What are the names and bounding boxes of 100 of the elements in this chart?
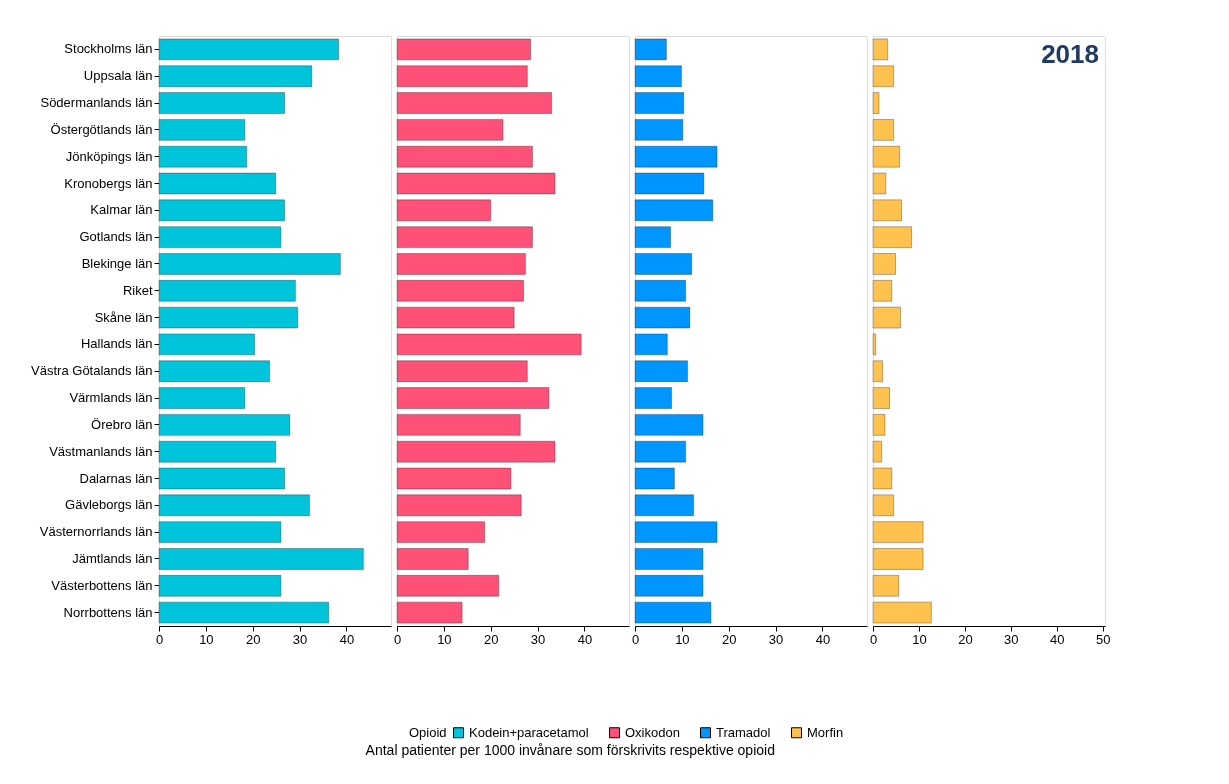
bar <box>396 575 499 597</box>
bar <box>634 360 688 382</box>
bar <box>634 146 718 168</box>
bar <box>872 360 883 382</box>
bar <box>396 119 504 141</box>
x-tick-label: 40 <box>577 631 593 647</box>
bar <box>634 521 718 543</box>
y-tick-label: Jönköpings län <box>65 148 153 164</box>
x-tick-label: 10 <box>675 631 690 647</box>
x-tick-label: 0 <box>869 631 878 647</box>
bar <box>396 280 524 302</box>
x-tick-label: 30 <box>768 631 784 647</box>
legend-label: Kodein+paracetamol <box>469 724 589 740</box>
bar <box>634 306 690 329</box>
bar <box>396 441 556 463</box>
bar <box>872 146 900 168</box>
bar <box>872 306 901 329</box>
bar <box>158 494 310 516</box>
bar <box>872 119 894 141</box>
y-tick-label: Östergötlands län <box>50 121 153 137</box>
bar <box>634 65 682 87</box>
bar <box>396 414 521 436</box>
bar <box>634 467 675 490</box>
y-tick-label: Kalmar län <box>90 202 153 218</box>
bar <box>634 226 671 248</box>
bar <box>158 38 339 61</box>
y-tick-label: Stockholms län <box>64 41 153 57</box>
y-tick-label: Gävleborgs län <box>65 497 153 513</box>
x-axis-title: Antal patienter per 1000 invånare som förskrivits respektive opioid <box>365 742 775 758</box>
legend-label: Oxikodon <box>625 724 680 740</box>
bar <box>396 360 528 382</box>
bar <box>396 306 515 329</box>
y-tick-label: Jämtlands län <box>72 550 153 566</box>
bar <box>872 280 892 302</box>
bar <box>158 387 245 409</box>
x-tick-label: 10 <box>199 631 214 647</box>
bar <box>872 467 892 490</box>
bar <box>634 119 683 141</box>
x-tick-label: 50 <box>1095 631 1111 647</box>
y-tick-label: Södermanlands län <box>40 95 153 111</box>
x-tick-label: 0 <box>631 631 640 647</box>
bar <box>158 146 247 168</box>
y-tick-label: Kronobergs län <box>64 175 153 191</box>
bar <box>634 575 704 597</box>
x-tick-label: 20 <box>246 631 261 647</box>
bar <box>872 92 880 114</box>
bar <box>158 441 276 463</box>
bar <box>158 199 285 221</box>
legend-label: Tramadol <box>716 724 771 740</box>
bar <box>158 521 282 543</box>
bar <box>634 387 672 409</box>
x-tick-label: 0 <box>155 631 164 647</box>
bar <box>872 199 902 221</box>
bar <box>872 575 899 597</box>
bar <box>158 548 364 570</box>
bar <box>872 441 882 463</box>
y-tick-label: Västmanlands län <box>49 443 153 459</box>
bar <box>158 360 270 382</box>
y-tick-label: Uppsala län <box>83 68 153 84</box>
bar <box>396 253 526 275</box>
bar <box>396 199 491 221</box>
y-tick-label: Örebro län <box>91 416 153 432</box>
bar <box>158 280 296 302</box>
y-tick-label: Hallands län <box>80 336 153 352</box>
bar <box>158 92 285 114</box>
bar <box>872 226 912 248</box>
x-tick-label: 40 <box>815 631 831 647</box>
bar <box>634 38 667 61</box>
x-tick-label: 20 <box>958 631 973 647</box>
bar <box>158 414 290 436</box>
y-tick-label: Värmlands län <box>69 390 153 406</box>
bar <box>396 172 556 195</box>
y-tick-label: Norrbottens län <box>63 604 153 620</box>
bar <box>158 467 285 490</box>
bar <box>634 601 712 624</box>
bar <box>158 306 298 329</box>
bar <box>158 333 255 356</box>
bar <box>872 65 894 87</box>
x-tick-label: 20 <box>722 631 737 647</box>
bar <box>634 333 668 356</box>
y-tick-label: Gotlands län <box>79 229 153 245</box>
bar <box>158 601 329 624</box>
bar <box>158 119 245 141</box>
x-tick-label: 30 <box>1004 631 1019 647</box>
bar <box>396 548 469 570</box>
x-tick-label: 10 <box>912 631 927 647</box>
y-tick-label: Västerbottens län <box>51 577 153 593</box>
y-tick-label: Västernorrlands län <box>39 524 153 540</box>
bar <box>158 253 341 275</box>
y-tick-label: Riket <box>122 282 153 298</box>
bar <box>634 253 692 275</box>
x-tick-label: 40 <box>1050 631 1065 647</box>
y-tick-label: Dalarnas län <box>79 470 153 486</box>
bar <box>634 548 704 570</box>
bar <box>872 414 886 436</box>
bar <box>872 333 876 356</box>
x-tick-label: 30 <box>292 631 308 647</box>
y-tick-label: Skåne län <box>94 309 153 325</box>
bar <box>872 601 932 624</box>
bar <box>634 199 713 221</box>
